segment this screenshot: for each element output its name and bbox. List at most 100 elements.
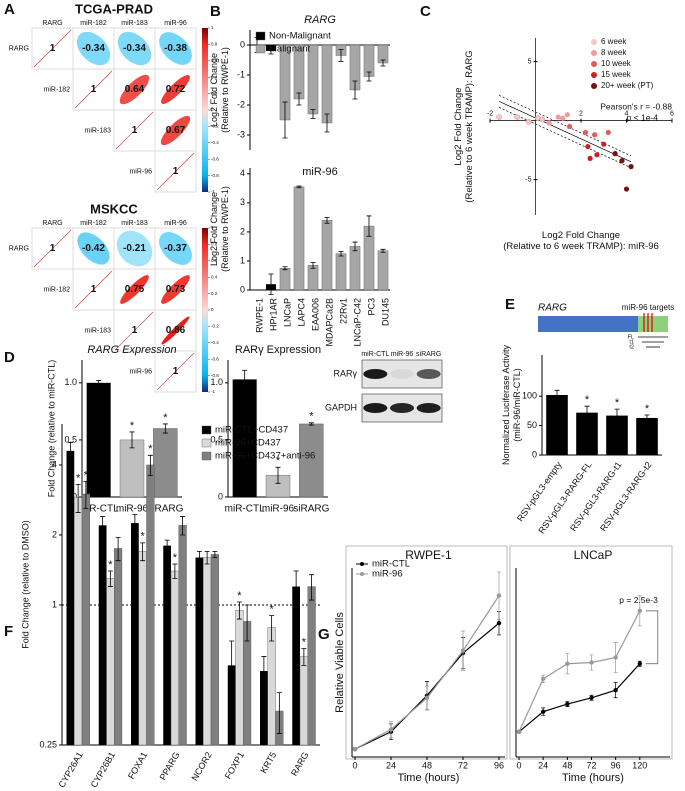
y-tick-label: -2: [237, 99, 245, 109]
annotation: Pearson's r = -0.88: [600, 101, 672, 111]
lane-label: miR-CTL: [361, 351, 389, 358]
y-axis-label: Fold Change (relative to DMSO): [20, 520, 30, 649]
error-bar: [366, 215, 372, 237]
bar: [203, 557, 212, 746]
point: [637, 608, 643, 614]
row-label: miR-96: [129, 168, 152, 175]
point: [601, 141, 607, 147]
diagonal: [33, 229, 72, 268]
y-tick-label: 0: [240, 284, 245, 294]
construct-label: t1: [629, 339, 634, 345]
x-tick-label: HPr1AR: [268, 298, 278, 332]
y-tick-label: 0.25: [39, 739, 57, 749]
correlation-value: -0.42: [82, 243, 105, 254]
x-tick-label: 120: [632, 760, 647, 770]
error-bar: [380, 59, 386, 67]
x-axis-label: Time (hours): [562, 772, 624, 784]
legend-marker: [591, 72, 597, 78]
y-tick-label: 0: [532, 449, 537, 459]
y-axis-label-line: Log2 Fold Change: [209, 192, 219, 266]
legend-marker: [591, 39, 597, 45]
y-axis-label-line: Normalized Luciferase Activity: [501, 344, 511, 465]
legend-marker: [591, 61, 597, 67]
colorbar-tick-label: 0.8: [211, 242, 218, 247]
correlation-ellipse: [117, 31, 152, 66]
correlation-value: 1: [173, 166, 179, 177]
significance: *: [615, 397, 620, 409]
error-bar: [140, 542, 146, 562]
series-line: [518, 663, 641, 733]
bar: [74, 497, 83, 746]
y-tick-label: 3: [240, 197, 245, 207]
legend-label: miR-96: [372, 569, 403, 580]
y-tick-label: 0: [240, 39, 245, 49]
diagonal: [74, 70, 113, 109]
correlation-value: 1: [132, 325, 138, 336]
error-bar: [293, 570, 299, 606]
error-bar: [275, 466, 281, 484]
row-label: miR-183: [85, 127, 112, 134]
error-bar: [129, 431, 135, 449]
colorbar-tick-label: 0.6: [211, 258, 218, 263]
bar: [66, 450, 75, 745]
bar: [86, 382, 111, 497]
x-tick-label: miR-96: [262, 504, 295, 515]
x-tick-label: CYP26B1: [89, 750, 117, 789]
error-bar: [100, 516, 106, 536]
x-tick-label: RSV-pGL3-RARG-t1: [568, 460, 624, 533]
point: [496, 593, 502, 598]
diagonal: [33, 29, 72, 68]
x-tick-label: MDAPCa2B: [324, 298, 334, 347]
correlation-ellipse: [76, 31, 111, 66]
error-bar: [268, 273, 274, 295]
error-bar: [352, 80, 358, 100]
y-axis-label-line: Log2 Fold Change: [453, 87, 464, 165]
legend-label: miR-96+CD437: [215, 438, 281, 449]
point: [564, 112, 570, 118]
significance: *: [84, 469, 89, 481]
error-bar: [115, 537, 121, 562]
bar: [170, 570, 179, 746]
x-tick-label: 48: [422, 760, 432, 770]
colorbar-tick-label: 1: [211, 225, 214, 230]
legend-label: miR-CTL: [372, 559, 410, 570]
blot-band: [390, 403, 414, 413]
legend-label: 20+ week (PT): [601, 81, 654, 90]
y-tick-label: -1: [237, 69, 245, 79]
correlation-value: 0.86: [166, 325, 186, 336]
bar: [138, 551, 147, 746]
point: [589, 695, 594, 700]
error-bar: [324, 113, 330, 133]
legend-label: 6 week: [601, 37, 627, 46]
panel-label: D: [4, 349, 15, 366]
error-bar: [301, 648, 307, 666]
correlation-value: -0.38: [164, 43, 187, 54]
y-axis-label: Relative Viable Cells: [334, 612, 346, 713]
chart-title: miR-96: [302, 166, 337, 178]
correlation-ellipse: [77, 232, 110, 265]
colorbar: [202, 28, 208, 192]
colorbar-tick-label: -0.4: [211, 140, 219, 145]
x-tick-label: EAA006: [310, 298, 320, 331]
bar: [321, 220, 333, 291]
diagonal: [156, 152, 195, 191]
y-axis-label-line: Fold Change (relative to miR-CTL): [46, 360, 56, 498]
x-axis-label: Time (hours): [398, 772, 460, 784]
panel-label: A: [4, 1, 15, 18]
bar: [131, 523, 139, 745]
blot-band: [390, 369, 414, 379]
column-label: miR-96: [164, 20, 187, 27]
bar: [307, 44, 319, 115]
lane-label: miR-96: [391, 351, 414, 358]
chart-title: TCGA-PRAD: [75, 1, 153, 16]
row-label: miR-96: [129, 368, 152, 375]
error-bar: [366, 71, 372, 82]
utr: [638, 316, 668, 332]
significance: *: [269, 604, 274, 616]
colorbar: [202, 228, 208, 392]
correlation-ellipse: [159, 32, 192, 65]
bar: [119, 439, 145, 498]
y-axis-label: Log2 Fold Change (Relative to 6 week TRAM…: [453, 50, 475, 202]
error-bar: [132, 514, 138, 533]
significance: *: [163, 412, 168, 424]
